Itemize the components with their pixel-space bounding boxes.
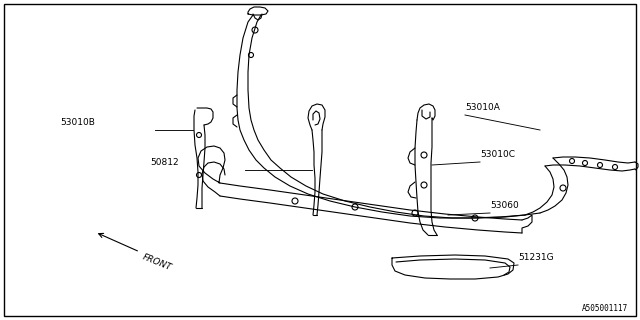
- Text: FRONT: FRONT: [141, 253, 173, 273]
- Text: 53010A: 53010A: [465, 103, 500, 112]
- Text: 53010C: 53010C: [480, 150, 515, 159]
- Text: 51231G: 51231G: [518, 253, 554, 262]
- Text: 50812: 50812: [150, 158, 179, 167]
- Text: 53010B: 53010B: [60, 118, 95, 127]
- Text: 53060: 53060: [490, 201, 519, 210]
- Text: A505001117: A505001117: [582, 304, 628, 313]
